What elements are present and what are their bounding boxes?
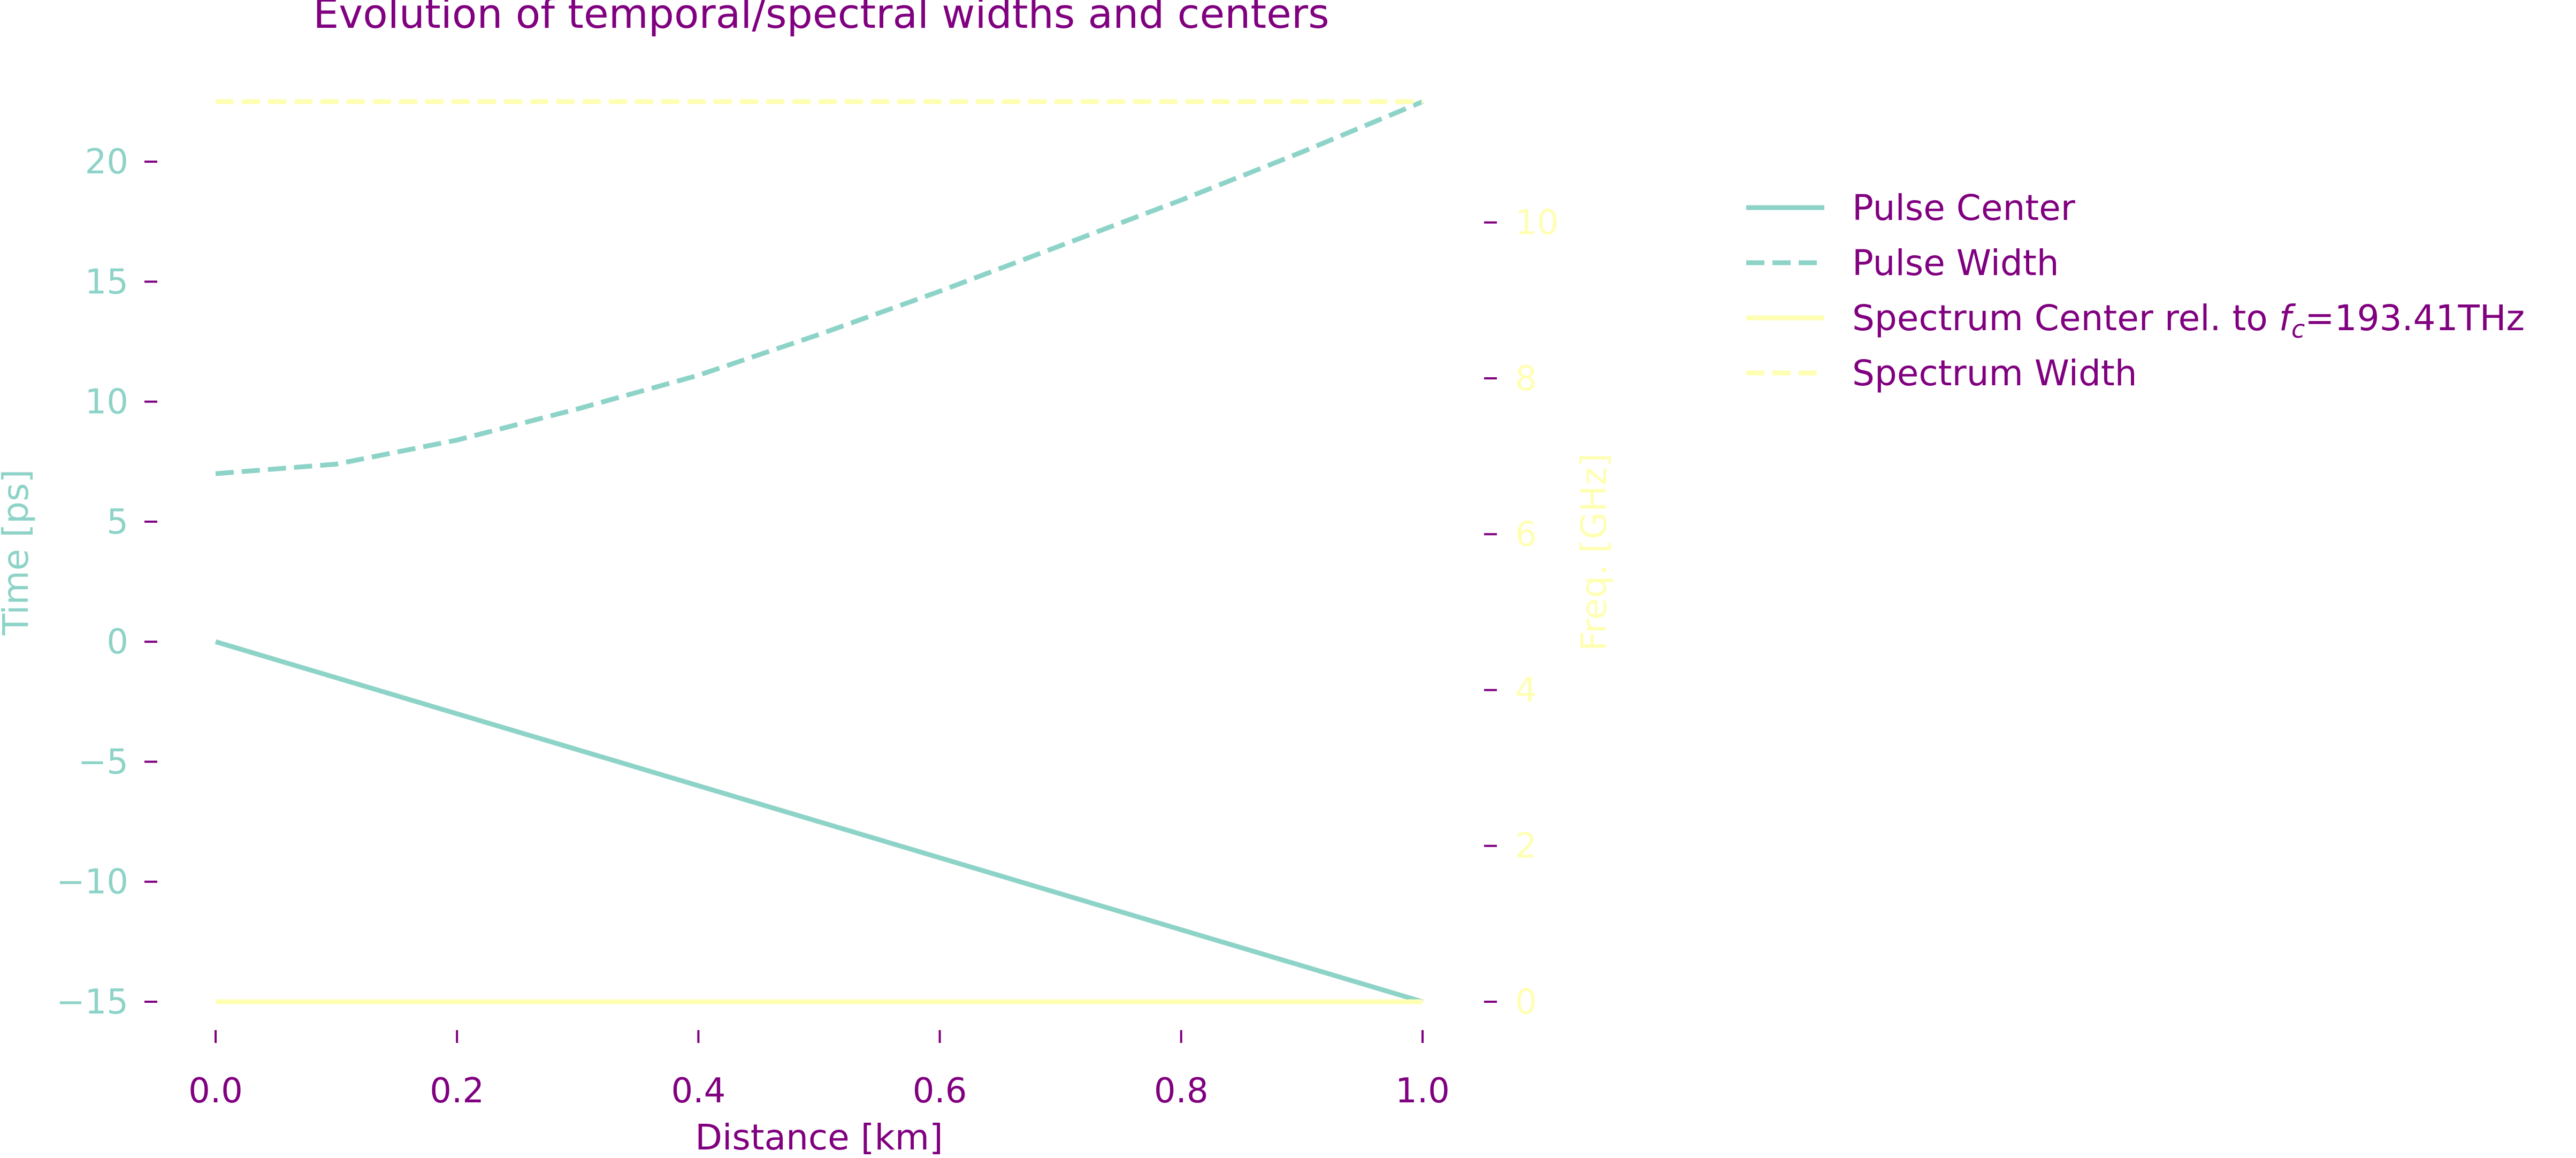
legend-label-prefix: Spectrum Center rel. to (1852, 298, 2279, 339)
x-tick-label: 0.2 (430, 1071, 484, 1111)
y-left-tick-label: 5 (106, 502, 128, 542)
x-tick-label: 0.6 (913, 1071, 967, 1111)
chart-title: Evolution of temporal/spectral widths an… (313, 0, 1329, 37)
y-right-axis-label: Freq. [GHz] (1573, 453, 1615, 651)
legend: Pulse Center Pulse Width Spectrum Center r… (1746, 187, 2525, 394)
y-left-tick-label: 10 (85, 383, 128, 422)
y-left-tick-label: −15 (56, 982, 128, 1022)
legend-entry-label: Spectrum Width (1852, 353, 2137, 394)
series-line-pulse-center (215, 639, 1424, 1004)
legend-entry-label: Pulse Width (1852, 242, 2059, 284)
x-axis-label: Distance [km] (695, 1117, 943, 1158)
legend-entry-label: Pulse Center (1852, 187, 2076, 228)
y-left-axis-label: Time [ps] (0, 469, 36, 636)
axes: 0.0 0.2 0.4 0.6 0.8 1.0 −15 −10 −5 0 5 10 15 20 0 2 4 6 8 1… (0, 142, 1615, 1158)
x-tick-label: 0.4 (671, 1071, 726, 1111)
y-right-tick-label: 8 (1515, 359, 1537, 399)
y-left-tick-label: 15 (85, 262, 128, 302)
x-tick-label: 0.8 (1154, 1071, 1209, 1111)
x-tick-label: 1.0 (1395, 1071, 1450, 1111)
series-line-pulse-width (215, 99, 1424, 476)
plot-area (215, 99, 1424, 1004)
y-right-tick-label: 4 (1515, 671, 1537, 710)
y-left-tick-label: 0 (106, 622, 128, 662)
y-left-tick-label: 20 (85, 142, 128, 182)
legend-label-math-sub: c (2291, 315, 2305, 344)
x-tick-label: 0.0 (188, 1071, 243, 1111)
legend-entry-label: Spectrum Center rel. to fc=193.41THz (1852, 298, 2525, 344)
y-left-tick-label: −5 (78, 742, 128, 782)
y-right-tick-label: 10 (1515, 203, 1558, 243)
y-right-tick-label: 6 (1515, 515, 1537, 554)
legend-label-suffix: =193.41THz (2305, 298, 2525, 339)
y-right-tick-label: 0 (1515, 982, 1537, 1022)
y-right-tick-label: 2 (1515, 827, 1537, 866)
y-left-tick-label: −10 (56, 863, 128, 902)
